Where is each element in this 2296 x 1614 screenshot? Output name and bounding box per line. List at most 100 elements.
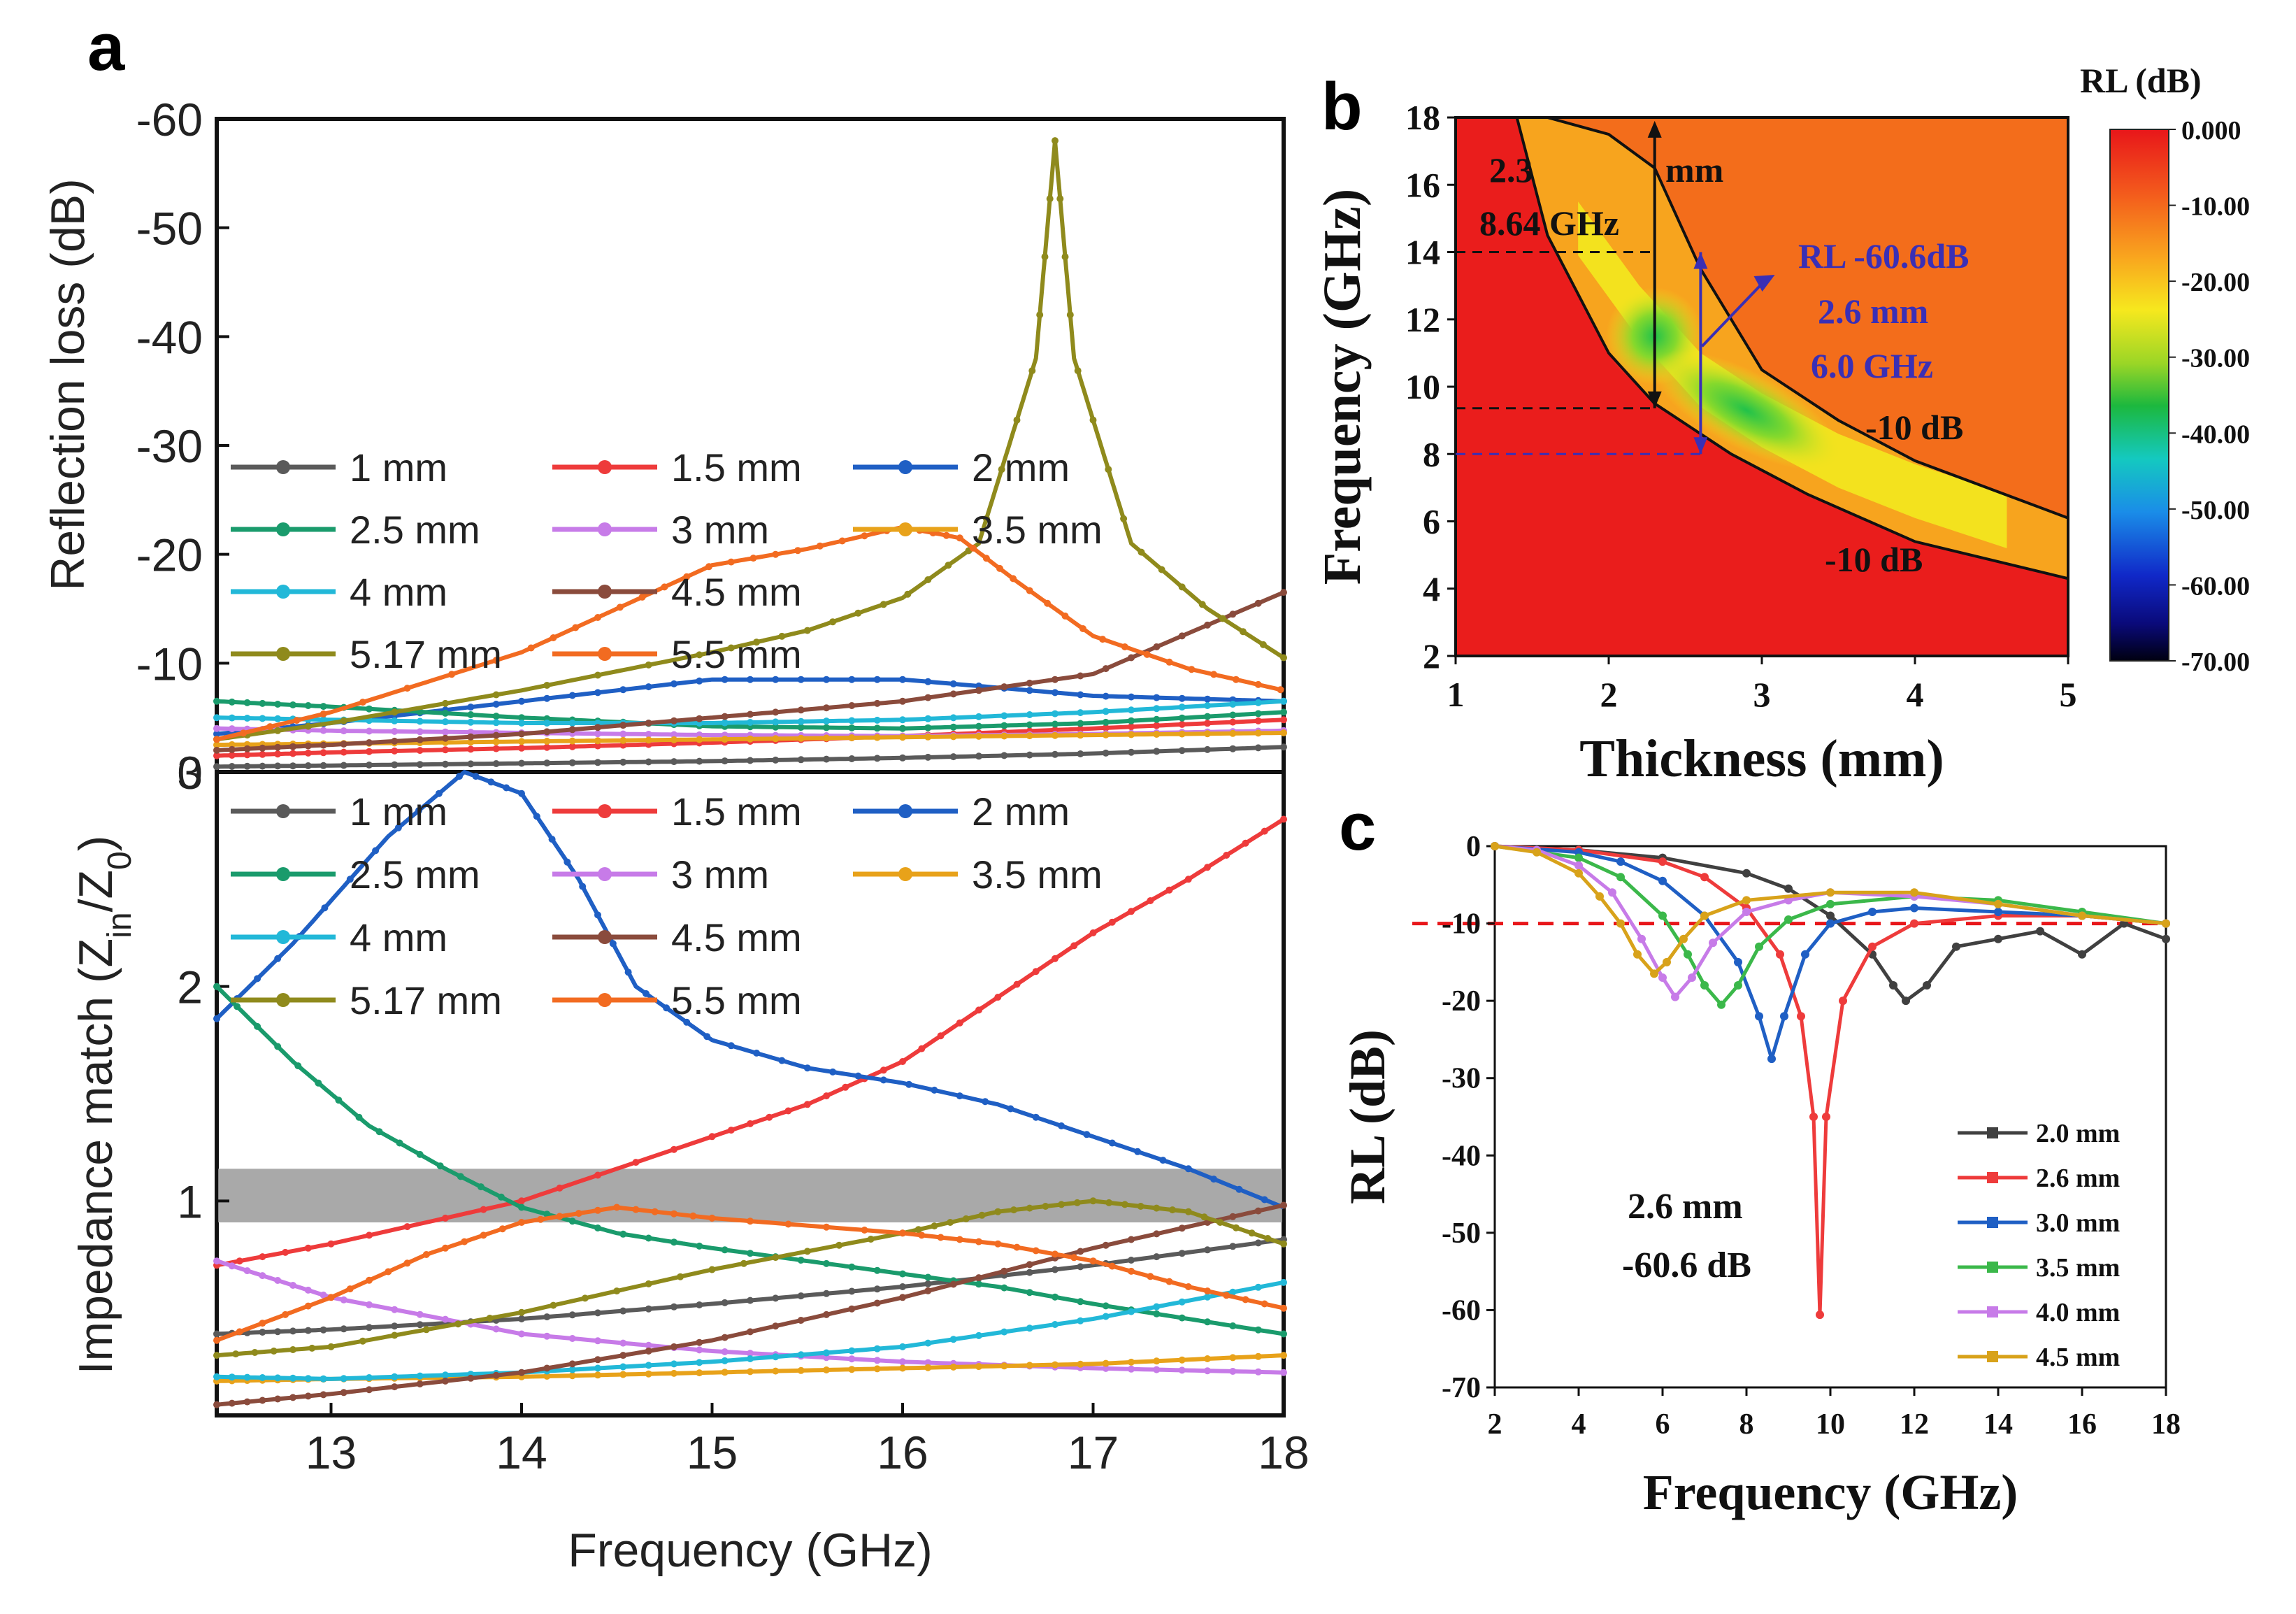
c-series-line-2-0-mm [1494, 844, 2167, 1003]
c-point-3-0-mm [1755, 1012, 1763, 1021]
a-top-point-4-mm [320, 716, 327, 724]
a-top-point-1-mm [416, 761, 424, 769]
a-bottom-point-5-5-mm [613, 1204, 621, 1211]
a-top-point-2-mm [543, 694, 551, 702]
a-top-point-5-5-mm [266, 723, 274, 731]
a-top-point-2-mm [467, 704, 475, 711]
a-top-point-5-17-mm [1013, 416, 1021, 424]
a-bottom-point-1-5-mm [670, 1145, 677, 1153]
c-series-line-2-6-mm [1494, 844, 2167, 1317]
a-top-point-5-5-mm [572, 624, 580, 631]
a-top-point-5-17-mm [1074, 367, 1082, 375]
c-point-3-0-mm [1801, 950, 1809, 959]
a-bottom-point-5-17-mm [931, 1222, 938, 1230]
a-top-point-5-5-mm [838, 537, 846, 545]
a-bottom-point-2-mm [487, 778, 495, 786]
a-bottom-point-5-5-mm [282, 1311, 289, 1318]
a-top-point-2-mm [213, 730, 220, 738]
plot-a-top-yticks: 0 -10 -20 -30 -40 -50 -60 [136, 94, 229, 799]
c-point-3-0-mm [1994, 908, 2002, 916]
a-bottom-point-1-mm [366, 1324, 373, 1331]
b-ytick-label: 12 [1405, 300, 1440, 339]
a-bottom-point-2-5-mm [1153, 1310, 1161, 1317]
a-bottom-point-3-5-mm [1254, 1352, 1262, 1360]
b-xtick-label: 2 [1600, 675, 1618, 714]
a-top-point-2-mm [568, 692, 576, 699]
a-top-point-1-mm [1178, 747, 1186, 755]
a-top-point-1-mm [1077, 750, 1084, 757]
plot-c-legend: 2.0 mm 2.6 mm 3.0 mm 3.5 mm 4.0 mm 4.5 mm [1958, 1119, 2120, 1372]
a-bottom-point-4-5-mm [721, 1334, 729, 1341]
a-top-point-1-mm [228, 763, 236, 770]
a-bottom-point-5-5-mm [259, 1320, 266, 1327]
a-bottom-point-5-17-mm [1232, 1224, 1240, 1231]
a-bottom-point-1-mm [1077, 1263, 1084, 1271]
c-legend-marker [1987, 1306, 1998, 1317]
a-bottom-point-2-mm [703, 1033, 711, 1041]
a-bottom-point-4-5-mm [467, 1374, 475, 1382]
plot-a-bottom-xticks: 13 14 15 16 17 18 [306, 1403, 1310, 1478]
a-bottom-point-5-17-mm [1121, 1201, 1128, 1208]
a-top-point-1-mm [1204, 745, 1211, 753]
a-bottom-point-5-5-mm [480, 1231, 487, 1239]
a-top-point-3-5-mm [949, 733, 957, 741]
plot-a-bottom-xlabel: Frequency (GHz) [568, 1524, 932, 1577]
c-point-2-0-mm [1826, 911, 1835, 920]
a-bottom-point-2-mm [518, 790, 525, 797]
a-top-point-4-5-mm [320, 741, 327, 749]
a-bottom-point-1-5-mm [304, 1244, 312, 1252]
a-top-point-1-mm [1280, 743, 1287, 751]
a-top-point-1-mm [873, 755, 881, 762]
a-top-point-4-mm [492, 719, 500, 727]
a-bottom-point-4-5-mm [259, 1397, 266, 1404]
a-bottom-point-2-5-mm [1254, 1326, 1262, 1334]
a-bottom-legend-marker [598, 867, 612, 881]
plot-c-series [1491, 842, 2170, 1320]
a-bottom-point-4-5-mm [492, 1371, 500, 1379]
a-bottom-point-3-mm [391, 1306, 399, 1313]
a-bottom-point-3-5-mm [975, 1363, 982, 1371]
a-top-legend-label: 5.17 mm [350, 632, 502, 676]
a-top-point-3-5-mm [467, 738, 475, 746]
a-top-point-1-5-mm [274, 750, 282, 758]
a-bottom-point-4-mm [949, 1336, 957, 1343]
a-bottom-point-4-mm [747, 1355, 754, 1362]
a-top-point-5-17-mm [543, 682, 551, 689]
a-bottom-point-2-mm [1108, 1139, 1116, 1147]
a-bottom-point-4-5-mm [1077, 1248, 1084, 1255]
b-ytick-label: 10 [1405, 367, 1440, 406]
a-top-point-1-5-mm [1178, 720, 1186, 728]
a-bottom-point-1-5-mm [282, 1248, 289, 1256]
plot-b-yticks: 2 4 6 8 10 12 14 16 18 [1405, 98, 1456, 676]
a-top-point-2-5-mm [1254, 710, 1262, 717]
a-top-point-2-5-mm [899, 724, 906, 732]
a-top-point-2-mm [848, 676, 856, 683]
a-top-point-4-mm [1000, 712, 1008, 720]
a-top-point-2-5-mm [442, 709, 449, 717]
plot-a-bottom: 3 2 1 13 14 15 16 17 18 Impedance match (Zin/Z0… [69, 747, 1310, 1577]
a-top-point-5-17-mm [904, 590, 912, 598]
a-bottom-point-4-mm [797, 1351, 805, 1359]
a-bottom-point-4-5-mm [442, 1377, 449, 1385]
a-top-legend-label: 2 mm [972, 445, 1070, 490]
a-bottom-point-1-5-mm [1013, 980, 1021, 988]
a-top-point-5-5-mm [1121, 643, 1128, 650]
a-top-point-1-mm [568, 759, 576, 766]
a-bottom-point-2-mm [503, 784, 510, 792]
heatmap-field [1456, 117, 2068, 656]
a-bottom-point-5-17-mm [289, 1346, 296, 1353]
a-top-point-5-5-mm [1254, 680, 1262, 688]
a-top-point-5-17-mm [1105, 466, 1112, 473]
a-top-point-4-5-mm [391, 737, 399, 745]
a-bottom-point-5-17-mm [803, 1248, 811, 1255]
c-point-4-5-mm [1994, 899, 2002, 908]
a-top-legend-marker [276, 460, 290, 474]
a-bottom-point-5-5-mm [366, 1276, 373, 1284]
a-top-point-5-5-mm [1061, 612, 1069, 620]
a-bottom-point-5-17-mm [772, 1254, 780, 1262]
a-top-point-5-17-mm [1052, 137, 1059, 145]
a-top-point-4-mm [518, 720, 525, 727]
panel-label-b: b [1321, 69, 1363, 144]
a-top-point-3-5-mm [747, 735, 754, 743]
a-top-point-3-5-mm [213, 741, 220, 749]
